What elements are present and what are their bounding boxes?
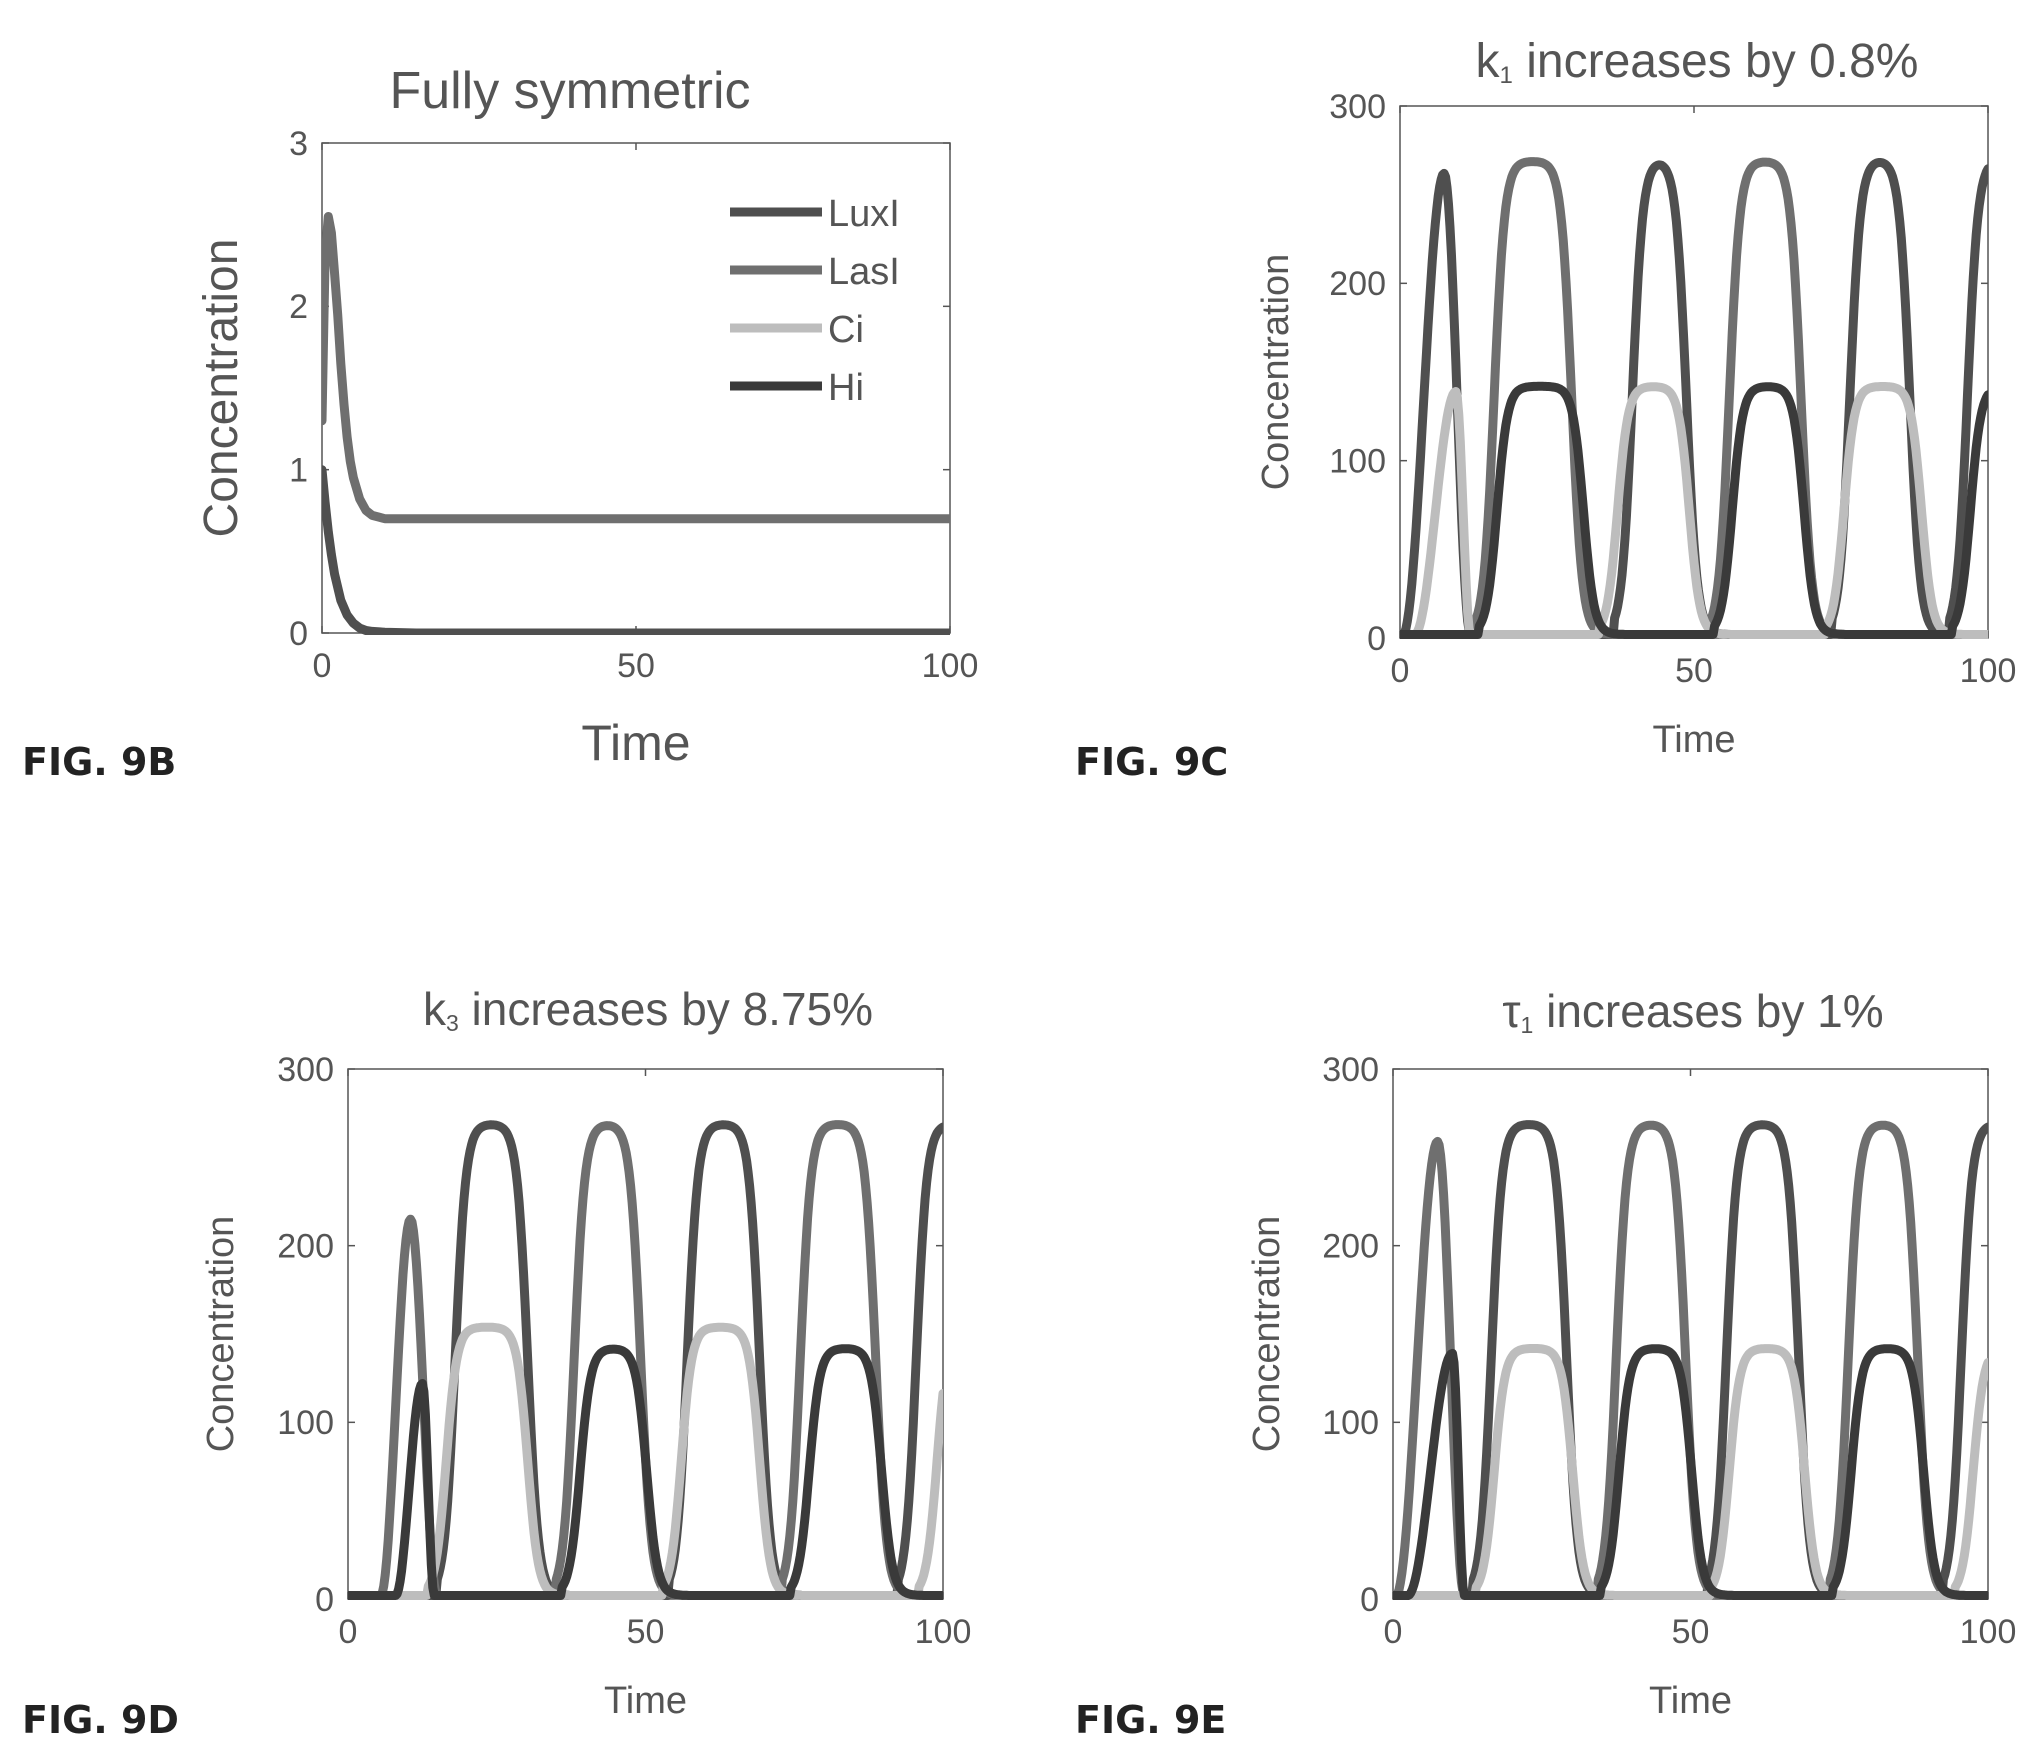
chart-9c-fig-label: FIG. 9C xyxy=(1075,740,1228,784)
chart-9b-series-lasi xyxy=(322,212,950,524)
chart-9d-xtick-label: 50 xyxy=(627,1613,665,1651)
chart-9e-series-luxi xyxy=(1393,1120,1988,1600)
chart-9c-xlabel: Time xyxy=(1652,719,1735,761)
chart-9b-ylabel: Concentration xyxy=(195,239,248,538)
chart-9c-title-part: increases by 0.8% xyxy=(1513,35,1919,88)
chart-9e-ytick-label: 0 xyxy=(1360,1581,1379,1619)
chart-9d-title-part: increases by 8.75% xyxy=(459,983,873,1035)
chart-9b-ytick-label: 1 xyxy=(289,452,308,490)
chart-9b-legend-label-luxi: LuxI xyxy=(828,193,900,235)
chart-9c-xtick-label: 100 xyxy=(1960,652,2017,690)
chart-9e-title-part: 1 xyxy=(1521,1012,1534,1038)
chart-9c-ytick-label: 100 xyxy=(1329,443,1386,481)
chart-9b-legend-label-ci: Ci xyxy=(828,309,864,351)
chart-9e-series-hi xyxy=(1393,1344,1988,1600)
chart-9b-legend-label-hi: Hi xyxy=(828,367,864,409)
chart-9b-xtick-label: 0 xyxy=(313,647,332,685)
chart-9d-title-part: 3 xyxy=(446,1010,459,1036)
chart-9b-xtick-label: 100 xyxy=(922,647,979,685)
chart-9c-ytick-label: 300 xyxy=(1329,88,1386,126)
chart-9e-ylabel: Concentration xyxy=(1246,1216,1288,1453)
chart-9b-legend-label-lasi: LasI xyxy=(828,251,900,293)
chart-9c-series-hi xyxy=(1400,381,1988,639)
chart-9e-fig-label: FIG. 9E xyxy=(1075,1698,1226,1742)
chart-9c-ylabel: Concentration xyxy=(1255,254,1297,491)
chart-9e-ytick-label: 300 xyxy=(1322,1051,1379,1089)
chart-9e-ytick-label: 100 xyxy=(1322,1404,1379,1442)
chart-9b-series-luxi xyxy=(322,465,950,635)
chart-9d-fig-label: FIG. 9D xyxy=(22,1698,179,1742)
chart-9c-ytick-label: 200 xyxy=(1329,265,1386,303)
chart-9d-title-part: k xyxy=(423,983,447,1035)
chart-9b-ytick-label: 3 xyxy=(289,125,308,163)
chart-9d-ytick-label: 200 xyxy=(277,1228,334,1266)
chart-9c-title-part: k xyxy=(1476,35,1501,88)
chart-9e-title: τ1 increases by 1% xyxy=(1502,985,1883,1038)
chart-9e-xtick-label: 100 xyxy=(1960,1613,2017,1651)
chart-9d-ytick-label: 0 xyxy=(315,1581,334,1619)
chart-9c-title: k1 increases by 0.8% xyxy=(1476,35,1919,89)
chart-9e-ytick-label: 200 xyxy=(1322,1228,1379,1266)
chart-9b-ytick-label: 0 xyxy=(289,615,308,653)
chart-9d-xlabel: Time xyxy=(604,1680,687,1722)
chart-9c-series-ci xyxy=(1400,382,1988,639)
chart-9e-xtick-label: 0 xyxy=(1384,1613,1403,1651)
chart-9b-title: Fully symmetric xyxy=(389,62,750,120)
chart-9c-ytick-label: 0 xyxy=(1367,620,1386,658)
chart-9c-xtick-label: 0 xyxy=(1391,652,1410,690)
chart-9e-series-ci xyxy=(1393,1344,1988,1600)
chart-9d-series-ci xyxy=(348,1322,943,1600)
chart-9d-xtick-label: 100 xyxy=(915,1613,972,1651)
chart-9d-ytick-label: 100 xyxy=(277,1404,334,1442)
chart-9b-xlabel: Time xyxy=(581,715,690,771)
chart-9e-xlabel: Time xyxy=(1649,1680,1732,1722)
chart-9b-ytick-label: 2 xyxy=(289,288,308,326)
chart-9d-ytick-label: 300 xyxy=(277,1051,334,1089)
chart-9d-title: k3 increases by 8.75% xyxy=(423,983,873,1036)
chart-9d-ylabel: Concentration xyxy=(200,1216,242,1453)
chart-9e-title-part: increases by 1% xyxy=(1533,985,1883,1037)
chart-9d-series-hi xyxy=(348,1344,943,1600)
chart-9d-xtick-label: 0 xyxy=(339,1613,358,1651)
chart-9c-xtick-label: 50 xyxy=(1675,652,1713,690)
chart-9c-title-part: 1 xyxy=(1500,62,1513,89)
chart-9e-xtick-label: 50 xyxy=(1672,1613,1710,1651)
chart-9b-fig-label: FIG. 9B xyxy=(22,740,176,784)
chart-9e-title-part: τ xyxy=(1502,985,1520,1037)
chart-9b-xtick-label: 50 xyxy=(617,647,655,685)
